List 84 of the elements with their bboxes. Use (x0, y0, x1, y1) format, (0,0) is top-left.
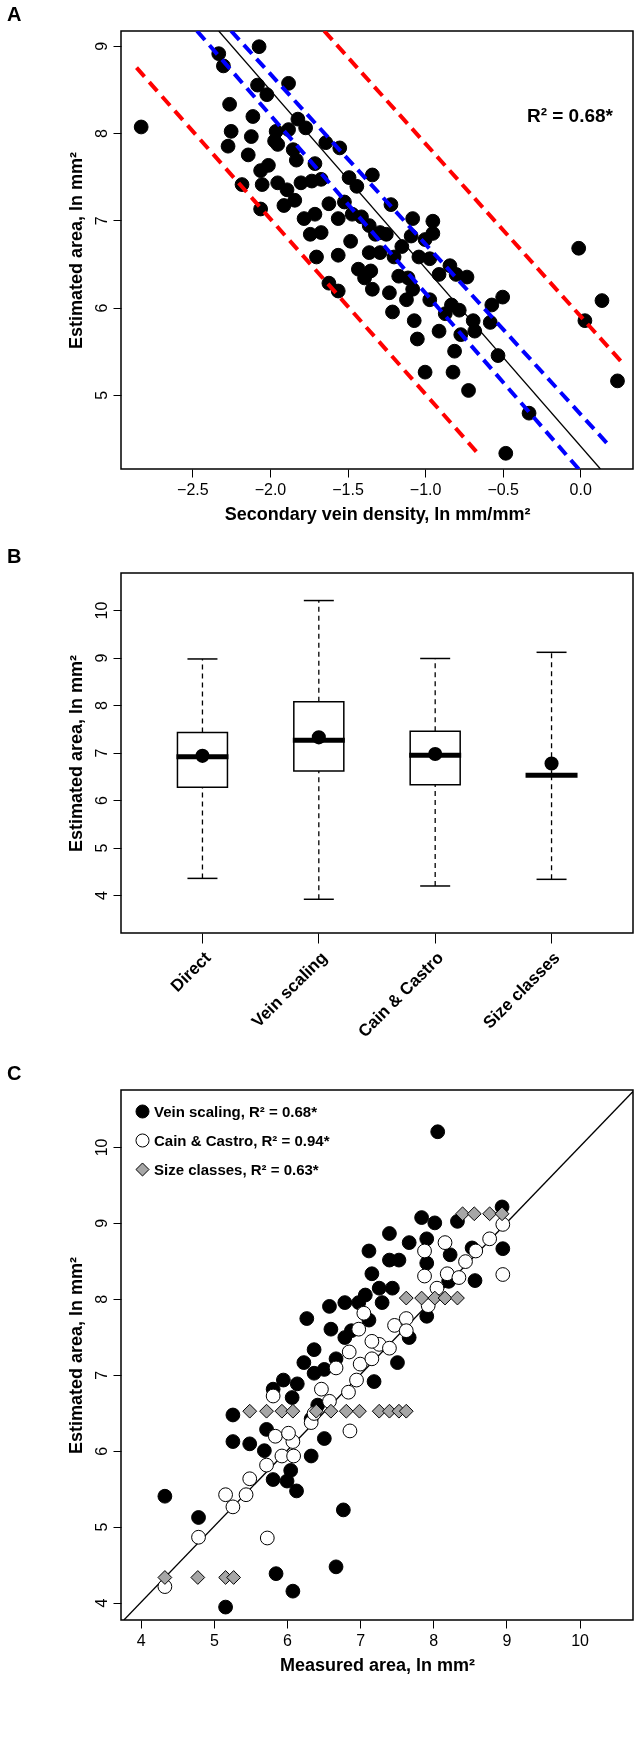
point (338, 1403, 354, 1419)
x-tick-label: −2.5 (177, 480, 209, 498)
legend-label: Size classes, R² = 0.63* (154, 1160, 319, 1178)
legend-label: Cain & Castro, R² = 0.94* (154, 1131, 330, 1149)
point (259, 1457, 274, 1473)
x-tick-label: 5 (209, 1631, 219, 1649)
y-tick-label: 4 (92, 1598, 110, 1608)
point (281, 1425, 296, 1441)
point (352, 1403, 367, 1419)
x-tick-label: 9 (502, 1631, 512, 1649)
point (398, 1323, 414, 1339)
point (349, 1372, 364, 1388)
annotation: R² = 0.68* (526, 105, 614, 126)
chart-title: A (7, 3, 22, 25)
point (157, 1570, 173, 1585)
y-tick-label: 9 (92, 1218, 110, 1228)
point (238, 1487, 254, 1503)
y-tick-label: 6 (92, 795, 110, 805)
x-tick-label: 8 (429, 1631, 439, 1649)
y-tick-label: 6 (92, 1446, 110, 1456)
point (494, 1206, 510, 1222)
point (455, 1206, 470, 1222)
point (371, 1403, 387, 1419)
x-tick-label: 4 (136, 1631, 146, 1649)
x-tick-label: 6 (283, 1631, 293, 1649)
point (341, 1384, 356, 1400)
point (190, 1570, 206, 1585)
y-tick-label: 5 (92, 1522, 110, 1532)
x-axis-title: Secondary vein density, ln mm/mm² (224, 503, 531, 524)
point (323, 1403, 339, 1419)
y-tick-label: 10 (92, 1138, 110, 1157)
point (468, 1243, 484, 1259)
y-tick-label: 6 (92, 303, 110, 313)
x-tick-label: −1.0 (409, 480, 442, 498)
point (398, 1403, 414, 1419)
x-tick-label: −0.5 (487, 480, 520, 498)
point (458, 1254, 473, 1269)
point (225, 1499, 241, 1515)
point (226, 1570, 242, 1585)
y-tick-label: 10 (92, 601, 110, 620)
point (364, 1333, 380, 1349)
x-tick-label: −1.5 (332, 480, 364, 498)
point (265, 1388, 281, 1404)
point (437, 1290, 453, 1306)
y-tick-label: 8 (92, 1294, 110, 1304)
point (274, 1403, 290, 1419)
legend-label: Vein scaling, R² = 0.68* (154, 1102, 318, 1120)
point (382, 1340, 397, 1356)
x-tick-label: 0.0 (569, 480, 592, 498)
chart-title: B (7, 545, 22, 567)
y-tick-label: 9 (92, 653, 110, 663)
point (414, 1290, 430, 1306)
point (328, 1360, 344, 1376)
point (466, 1206, 482, 1222)
y-tick-label: 7 (92, 1370, 110, 1380)
point (482, 1231, 498, 1247)
chart-title: C (7, 1062, 22, 1084)
point (242, 1403, 258, 1419)
point (351, 1321, 367, 1337)
point (450, 1290, 465, 1306)
point (356, 1305, 372, 1321)
x-tick-label: 7 (356, 1631, 366, 1649)
point (364, 1351, 380, 1367)
y-axis-title: Estimated area, ln mm² (65, 654, 86, 853)
y-tick-label: 5 (92, 390, 110, 400)
point (191, 1529, 206, 1545)
y-tick-label: 8 (92, 700, 110, 710)
x-axis-title: Measured area, ln mm² (279, 1654, 476, 1675)
point (451, 1270, 467, 1285)
y-axis-title: Estimated area, ln mm² (65, 1256, 86, 1455)
y-tick-label: 5 (92, 843, 110, 853)
y-tick-label: 7 (92, 216, 110, 226)
point (398, 1290, 414, 1306)
x-tick-label: −2.0 (254, 480, 287, 498)
y-tick-label: 4 (92, 890, 110, 900)
point (439, 1266, 455, 1282)
point (482, 1206, 498, 1222)
x-tick-label: 10 (571, 1631, 590, 1649)
y-tick-label: 8 (92, 129, 110, 139)
y-axis-title: Estimated area, ln mm² (65, 151, 86, 350)
y-tick-label: 9 (92, 41, 110, 51)
y-tick-label: 7 (92, 748, 110, 758)
point (259, 1403, 274, 1419)
point (285, 1403, 301, 1419)
